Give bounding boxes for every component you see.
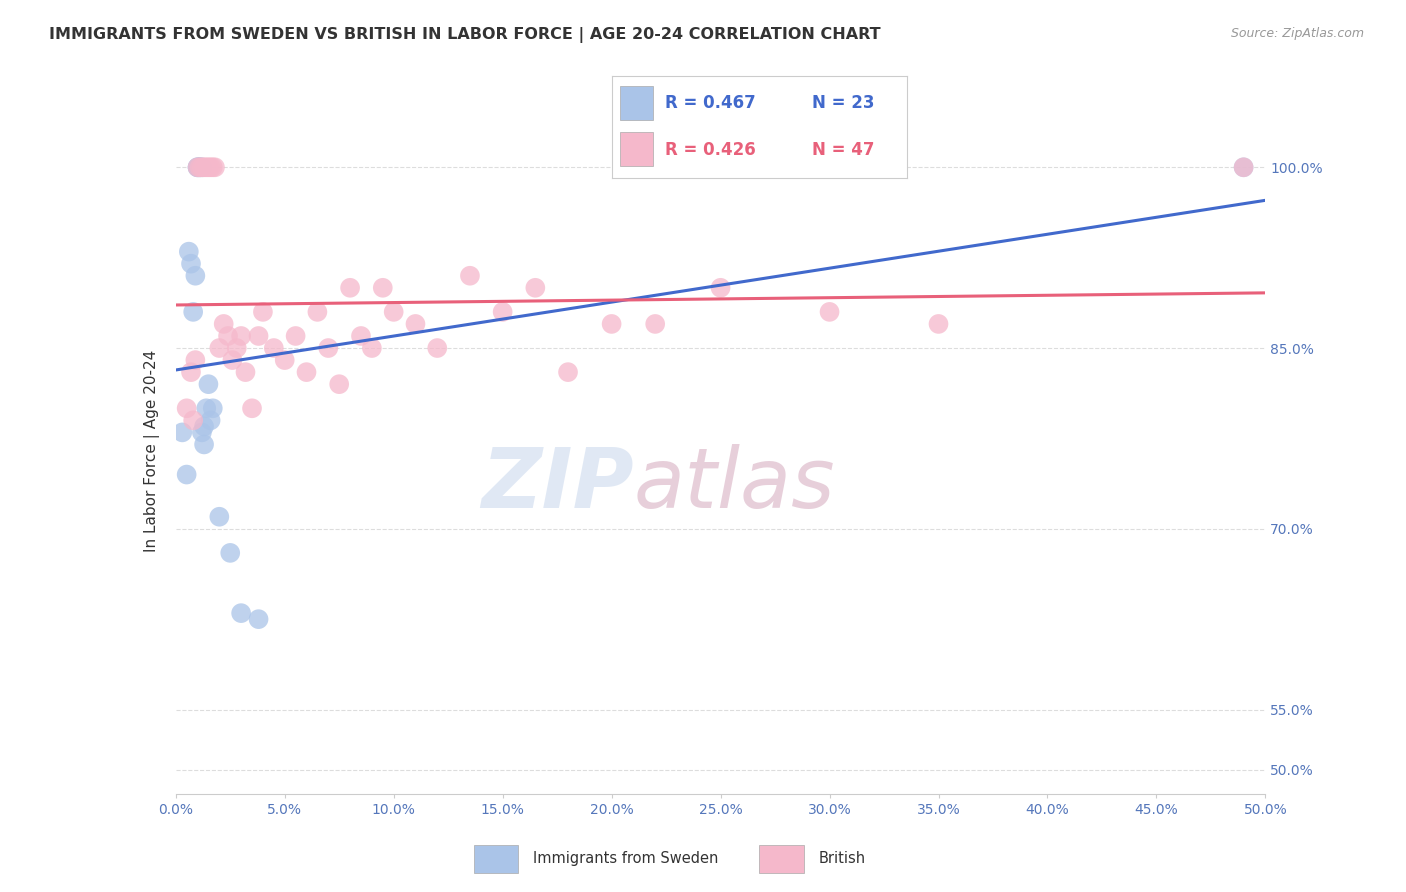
Point bbox=[328, 377, 350, 392]
Point bbox=[172, 425, 194, 440]
Point bbox=[263, 341, 285, 355]
Point bbox=[928, 317, 950, 331]
Point bbox=[240, 401, 263, 416]
FancyBboxPatch shape bbox=[759, 845, 804, 872]
Point bbox=[208, 509, 231, 524]
Point bbox=[307, 305, 329, 319]
Point bbox=[252, 305, 274, 319]
Point bbox=[177, 244, 200, 259]
Text: N = 23: N = 23 bbox=[813, 94, 875, 112]
Point bbox=[208, 341, 231, 355]
Point bbox=[193, 437, 215, 451]
Point bbox=[201, 401, 224, 416]
Point bbox=[191, 161, 214, 175]
Point bbox=[197, 161, 219, 175]
Text: Immigrants from Sweden: Immigrants from Sweden bbox=[533, 851, 718, 866]
Point bbox=[191, 161, 214, 175]
Text: atlas: atlas bbox=[633, 444, 835, 525]
Point bbox=[274, 353, 297, 368]
Text: ZIP: ZIP bbox=[481, 444, 633, 525]
Point bbox=[231, 329, 253, 343]
Point bbox=[184, 268, 207, 283]
Point bbox=[176, 401, 198, 416]
Point bbox=[318, 341, 340, 355]
Point bbox=[295, 365, 318, 379]
Point bbox=[201, 161, 224, 175]
FancyBboxPatch shape bbox=[620, 87, 652, 120]
Point bbox=[600, 317, 623, 331]
Point bbox=[197, 377, 219, 392]
Point bbox=[193, 419, 215, 434]
Point bbox=[339, 281, 361, 295]
Point bbox=[221, 353, 243, 368]
Point bbox=[180, 257, 202, 271]
Text: IMMIGRANTS FROM SWEDEN VS BRITISH IN LABOR FORCE | AGE 20-24 CORRELATION CHART: IMMIGRANTS FROM SWEDEN VS BRITISH IN LAB… bbox=[49, 27, 880, 43]
Point bbox=[181, 305, 204, 319]
Point bbox=[188, 161, 211, 175]
Point bbox=[195, 161, 218, 175]
Y-axis label: In Labor Force | Age 20-24: In Labor Force | Age 20-24 bbox=[143, 350, 160, 551]
Point bbox=[1233, 161, 1256, 175]
Point bbox=[426, 341, 449, 355]
Point bbox=[231, 606, 253, 620]
Point bbox=[181, 413, 204, 427]
Point bbox=[492, 305, 515, 319]
Point bbox=[186, 161, 209, 175]
FancyBboxPatch shape bbox=[474, 845, 517, 872]
Point bbox=[186, 161, 209, 175]
Point bbox=[247, 612, 270, 626]
Point bbox=[188, 161, 211, 175]
Point bbox=[710, 281, 733, 295]
Point bbox=[235, 365, 257, 379]
FancyBboxPatch shape bbox=[620, 132, 652, 166]
Point bbox=[382, 305, 405, 319]
Text: R = 0.426: R = 0.426 bbox=[665, 141, 755, 159]
Point bbox=[284, 329, 307, 343]
Text: British: British bbox=[818, 851, 866, 866]
Point bbox=[557, 365, 579, 379]
Point bbox=[405, 317, 427, 331]
Point bbox=[1233, 161, 1256, 175]
Point bbox=[818, 305, 841, 319]
Point bbox=[204, 161, 226, 175]
Point bbox=[371, 281, 394, 295]
Point bbox=[644, 317, 666, 331]
Point bbox=[186, 161, 209, 175]
Point bbox=[212, 317, 235, 331]
Point bbox=[180, 365, 202, 379]
Point bbox=[219, 546, 242, 560]
Point bbox=[217, 329, 239, 343]
Point bbox=[350, 329, 373, 343]
Point bbox=[225, 341, 247, 355]
Point bbox=[524, 281, 547, 295]
Point bbox=[193, 161, 215, 175]
Text: Source: ZipAtlas.com: Source: ZipAtlas.com bbox=[1230, 27, 1364, 40]
Text: N = 47: N = 47 bbox=[813, 141, 875, 159]
Point bbox=[188, 161, 211, 175]
Point bbox=[200, 413, 222, 427]
Point bbox=[191, 425, 214, 440]
Point bbox=[195, 401, 218, 416]
Point bbox=[184, 353, 207, 368]
Point bbox=[200, 161, 222, 175]
Point bbox=[176, 467, 198, 482]
Point bbox=[361, 341, 384, 355]
Text: R = 0.467: R = 0.467 bbox=[665, 94, 755, 112]
Point bbox=[458, 268, 481, 283]
Point bbox=[247, 329, 270, 343]
